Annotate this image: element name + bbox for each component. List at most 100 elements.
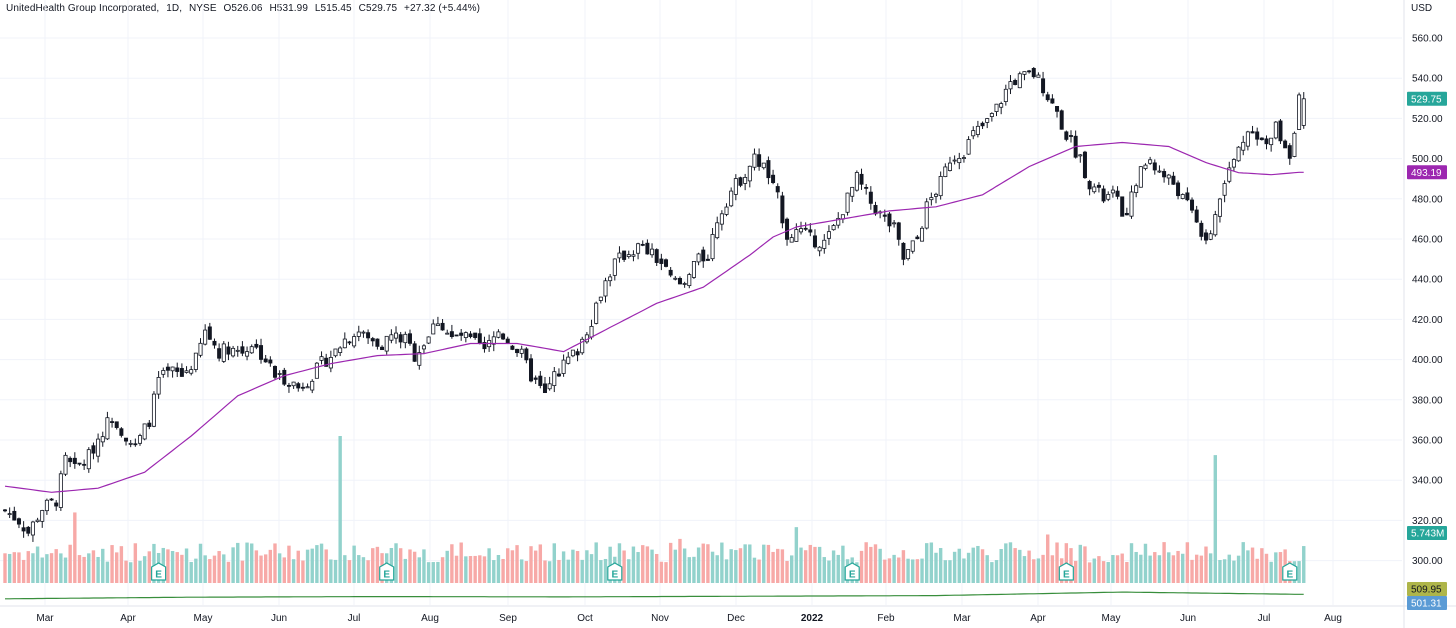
volume-bar — [133, 543, 138, 583]
volume-bar — [1227, 554, 1231, 583]
candle-down — [1203, 232, 1208, 241]
candle-down — [868, 191, 873, 204]
earnings-marker: E — [844, 562, 860, 581]
volume-ma — [5, 591, 1304, 600]
legend-low: L515.45 — [314, 3, 352, 14]
volume-bar — [1241, 542, 1245, 583]
volume-bar — [510, 550, 515, 583]
candle-up — [193, 352, 198, 370]
volume-bar — [631, 546, 636, 583]
candle-up — [249, 346, 254, 354]
volume-bar — [63, 557, 68, 583]
volume-bar — [617, 543, 622, 583]
volume-bar — [524, 561, 529, 583]
candle-up — [1092, 186, 1097, 193]
volume-bar — [487, 548, 491, 583]
volume-bar — [1162, 542, 1166, 583]
volume-bar — [170, 550, 175, 583]
volume-bar — [664, 562, 668, 583]
candle-up — [836, 217, 841, 226]
earnings-marker: E — [151, 562, 167, 581]
volume-bar — [575, 551, 580, 583]
candle-down — [515, 348, 520, 354]
candle-up — [789, 237, 794, 243]
volume-bar — [1139, 554, 1143, 583]
candle-up — [687, 274, 692, 287]
volume-bar — [250, 543, 254, 583]
volume-bar — [892, 554, 896, 583]
volume-bar — [692, 556, 696, 583]
volume-bar — [343, 555, 347, 583]
candle-up — [975, 125, 980, 135]
volume-bar — [119, 546, 124, 583]
volume-bar — [1111, 555, 1115, 583]
volume-bar — [962, 558, 966, 583]
volume-bar — [589, 554, 594, 583]
volume-bar — [501, 558, 505, 583]
volume-bar — [622, 550, 626, 583]
volume-bar — [952, 551, 957, 583]
volume-bar — [371, 548, 375, 583]
volume-bar — [668, 542, 673, 583]
volume-bar — [687, 557, 691, 583]
candle-up — [1129, 191, 1134, 217]
volume-bar — [87, 553, 91, 583]
candle-up — [971, 130, 976, 137]
volume-bar — [166, 549, 170, 583]
volume-bar — [1222, 559, 1227, 583]
volume-bar — [1134, 551, 1138, 583]
candle-up — [184, 370, 189, 373]
candle-up — [1213, 214, 1218, 236]
candle-down — [510, 345, 515, 350]
candle-up — [570, 349, 575, 357]
candle-down — [26, 526, 31, 534]
volume-bar — [464, 556, 468, 583]
candle-up — [612, 258, 617, 276]
volume-bar — [794, 527, 799, 583]
candle-down — [1185, 192, 1190, 201]
volume-bar — [375, 546, 380, 583]
candle-down — [1171, 175, 1176, 185]
volume-bar — [641, 545, 645, 583]
price-axis-labels: 529.75 493.19 5.743M 509.95 501.31 — [1407, 91, 1447, 610]
candle-up — [63, 454, 68, 475]
candle-up — [1180, 194, 1185, 199]
candle-down — [473, 332, 478, 338]
volume-bar — [426, 562, 431, 583]
volume-bar — [245, 542, 249, 583]
candle-down — [217, 348, 222, 359]
volume-bar — [263, 554, 268, 583]
volume-bar — [21, 559, 26, 583]
candle-up — [333, 348, 338, 357]
volume-bar — [222, 554, 226, 583]
volume-bar — [976, 545, 980, 583]
volume-bar — [82, 556, 86, 583]
candle-up — [403, 333, 408, 344]
candle-down — [659, 258, 664, 264]
time-axis[interactable]: Mar Apr May Jun Jul Aug Sep Oct Nov Dec 2022 Feb Mar… — [0, 605, 1456, 624]
candle-up — [985, 118, 990, 123]
candle-down — [808, 229, 813, 233]
volume-bar — [1120, 553, 1124, 583]
x-tick-label: Mar — [36, 613, 54, 624]
y-tick-label: 520.00 — [1412, 114, 1443, 125]
volume-bar — [73, 512, 77, 583]
volume-bar — [101, 548, 105, 583]
candle-down — [1194, 209, 1199, 223]
volume-bar — [1157, 555, 1162, 583]
candle-up — [44, 499, 49, 512]
volume-bar — [1153, 552, 1157, 583]
candle-up — [938, 176, 943, 197]
volume-bar — [110, 545, 114, 583]
axis-price-tag-bg — [1407, 596, 1447, 610]
x-tick-label: Jul — [1258, 613, 1271, 624]
price-axis[interactable]: 300.00 320.00 340.00 360.00 380.00 400.00 420.… — [1403, 0, 1443, 628]
candle-down — [259, 345, 264, 360]
candle-down — [757, 154, 762, 167]
x-tick-label: Nov — [651, 613, 669, 624]
earnings-badge — [151, 562, 167, 581]
candle-up — [947, 162, 952, 171]
x-tick-label: May — [1102, 613, 1121, 624]
candle-down — [440, 322, 445, 331]
